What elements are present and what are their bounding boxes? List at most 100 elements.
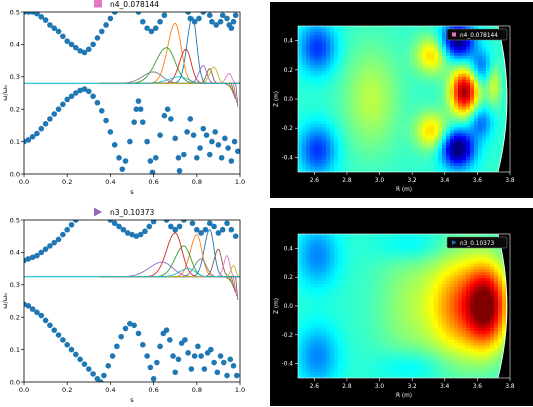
heatmap-cell	[342, 70, 347, 75]
heatmap-cell	[462, 112, 467, 116]
heatmap-cell	[330, 319, 335, 323]
heatmap-cell	[334, 166, 339, 170]
heatmap-cell	[442, 257, 447, 262]
heatmap-cell	[422, 109, 427, 114]
heatmap-cell	[302, 112, 307, 116]
heatmap-cell	[430, 133, 435, 137]
heatmap-cell	[338, 283, 343, 288]
continuum-point	[109, 353, 116, 359]
heatmap-cell	[482, 115, 487, 119]
heatmap-cell	[502, 79, 507, 84]
heatmap-cell	[418, 151, 423, 155]
heatmap-cell	[374, 278, 379, 282]
heatmap-cell	[374, 298, 379, 303]
heatmap-cell	[330, 163, 335, 167]
heatmap-cell	[418, 342, 423, 347]
heatmap-cell	[478, 100, 483, 105]
heatmap-cell	[338, 286, 343, 291]
heatmap-cell	[426, 43, 431, 48]
heatmap-cell	[338, 154, 343, 158]
heatmap-cell	[330, 103, 335, 108]
heatmap-cell	[346, 40, 351, 45]
heatmap-cell	[438, 310, 443, 314]
heatmap-cell	[358, 351, 363, 356]
heatmap-cell	[498, 73, 503, 78]
heatmap-cell	[378, 76, 383, 81]
heatmap-cell	[458, 342, 463, 347]
continuum-point	[217, 18, 224, 25]
heatmap-cell	[338, 254, 343, 259]
heatmap-cell	[414, 254, 419, 259]
heatmap-cell	[326, 354, 331, 359]
heatmap-cell	[326, 322, 331, 326]
heatmap-cell	[430, 345, 435, 350]
heatmap-cell	[386, 26, 391, 30]
heatmap-cell	[366, 351, 371, 356]
heatmap-cell	[334, 26, 339, 30]
heatmap-cell	[350, 130, 355, 134]
heatmap-cell	[358, 115, 363, 119]
heatmap-cell	[370, 310, 375, 314]
heatmap-cell	[446, 112, 451, 116]
heatmap-cell	[398, 118, 403, 122]
heatmap-cell	[390, 289, 395, 294]
heatmap-cell	[414, 109, 419, 114]
heatmap-cell	[326, 348, 331, 353]
heatmap-cell	[302, 28, 307, 33]
heatmap-cell	[438, 52, 443, 57]
heatmap-cell	[298, 109, 303, 114]
heatmap-cell	[326, 319, 331, 323]
heatmap-cell	[318, 46, 323, 51]
heatmap-cell	[326, 40, 331, 45]
heatmap-cell	[398, 304, 403, 309]
heatmap-cell	[402, 100, 407, 105]
heatmap-cell	[346, 124, 351, 128]
y-tick-label: -0.4	[282, 155, 294, 161]
heatmap-cell	[354, 109, 359, 114]
heatmap-cell	[426, 154, 431, 158]
heatmap-cell	[314, 292, 319, 297]
heatmap-cell	[478, 118, 483, 122]
heatmap-cell	[386, 236, 391, 241]
heatmap-cell	[430, 127, 435, 131]
heatmap-cell	[310, 260, 315, 264]
heatmap-cell	[314, 124, 319, 128]
heatmap-cell	[318, 82, 323, 87]
heatmap-cell	[422, 49, 427, 54]
heatmap-cell	[430, 130, 435, 134]
heatmap-cell	[434, 319, 439, 323]
heatmap-cell	[346, 245, 351, 250]
heatmap-cell	[298, 160, 303, 164]
heatmap-cell	[462, 301, 467, 306]
heatmap-cell	[378, 160, 383, 164]
heatmap-cell	[318, 281, 323, 285]
heatmap-cell	[334, 254, 339, 259]
heatmap-cell	[342, 91, 347, 96]
heatmap-cell	[458, 278, 463, 282]
heatmap-cell	[454, 148, 459, 152]
heatmap-cell	[462, 330, 467, 335]
heatmap-cell	[422, 58, 427, 63]
heatmap-cell	[450, 148, 455, 152]
heatmap-cell	[462, 375, 467, 378]
heatmap-cell	[310, 307, 315, 312]
heatmap-cell	[478, 82, 483, 87]
heatmap-cell	[450, 372, 455, 376]
heatmap-cell	[318, 245, 323, 250]
heatmap-cell	[394, 148, 399, 152]
heatmap-cell	[438, 40, 443, 45]
heatmap-cell	[370, 112, 375, 116]
heatmap-cell	[386, 345, 391, 350]
heatmap-cell	[350, 145, 355, 149]
heatmap-cell	[330, 245, 335, 250]
heatmap-cell	[350, 263, 355, 267]
heatmap-cell	[390, 163, 395, 167]
heatmap-cell	[498, 88, 503, 93]
heatmap-cell	[418, 118, 423, 122]
heatmap-cell	[490, 157, 495, 161]
heatmap-cell	[350, 82, 355, 87]
heatmap-cell	[334, 94, 339, 99]
heatmap-cell	[322, 375, 327, 378]
heatmap-cell	[414, 163, 419, 167]
heatmap-cell	[298, 64, 303, 69]
